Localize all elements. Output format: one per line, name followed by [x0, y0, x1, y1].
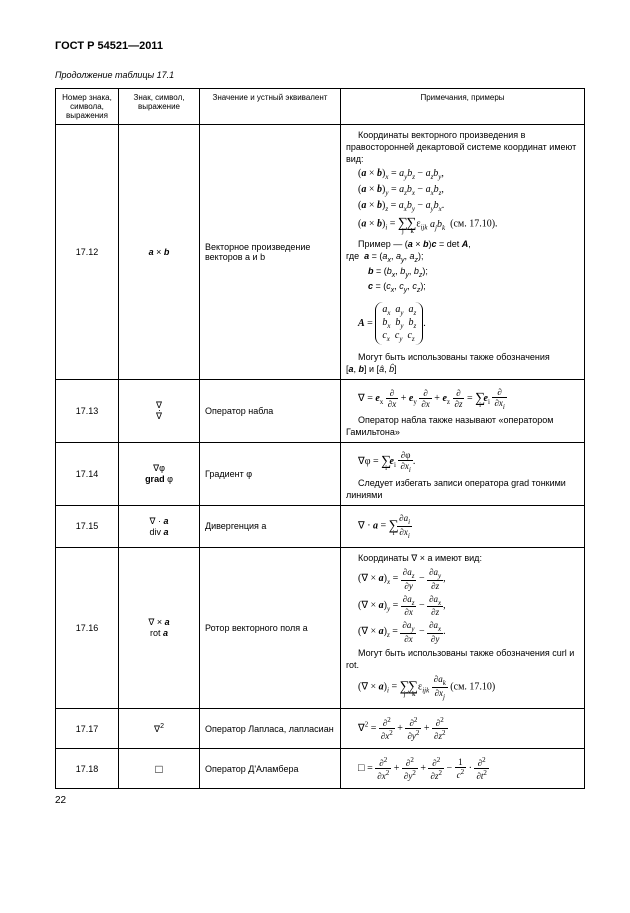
row-num: 17.17 — [56, 709, 119, 749]
page: ГОСТ Р 54521—2011 Продолжение таблицы 17… — [0, 0, 630, 826]
table-row: 17.12 a × b Векторное произведение векто… — [56, 125, 585, 380]
table-row: 17.13 ∇∇· Оператор набла ∇ = ex ∂∂x + ey… — [56, 379, 585, 442]
row-note: ∇φ = ∑i ei ∂φ∂xi. Следует избегать запис… — [341, 442, 585, 505]
page-number: 22 — [55, 795, 585, 806]
main-table: Номер знака, символа, выражения Знак, си… — [55, 88, 585, 789]
row-note: □ = ∂2∂x2 + ∂2∂y2 + ∂2∂z2 − 1c2 · ∂2∂t2 — [341, 749, 585, 789]
row-sym: ∇2 — [119, 709, 200, 749]
row-meaning: Векторное произведение векторов a и b — [200, 125, 341, 380]
header-col2: Знак, символ, выражение — [119, 89, 200, 125]
row-num: 17.12 — [56, 125, 119, 380]
row-meaning: Оператор Лапласа, лапласиан — [200, 709, 341, 749]
row-meaning: Ротор векторного поля a — [200, 547, 341, 708]
row-note: Координаты ∇ × a имеют вид: (∇ × a)x = ∂… — [341, 547, 585, 708]
header-row: Номер знака, символа, выражения Знак, си… — [56, 89, 585, 125]
table-row: 17.17 ∇2 Оператор Лапласа, лапласиан ∇2 … — [56, 709, 585, 749]
row-meaning: Градиент φ — [200, 442, 341, 505]
table-row: 17.16 ∇ × arot a Ротор векторного поля a… — [56, 547, 585, 708]
standard-code: ГОСТ Р 54521—2011 — [55, 40, 585, 52]
row-num: 17.18 — [56, 749, 119, 789]
row-sym: ∇ × arot a — [119, 547, 200, 708]
row-num: 17.15 — [56, 506, 119, 548]
row-sym: ∇φgrad φ — [119, 442, 200, 505]
row-meaning: Оператор набла — [200, 379, 341, 442]
row-sym: ∇∇· — [119, 379, 200, 442]
row-num: 17.13 — [56, 379, 119, 442]
row-note: ∇ = ex ∂∂x + ey ∂∂x + ez ∂∂z = ∑i ei ∂∂x… — [341, 379, 585, 442]
table-row: 17.18 □ Оператор Д'Аламбера □ = ∂2∂x2 + … — [56, 749, 585, 789]
row-sym: □ — [119, 749, 200, 789]
header-col1: Номер знака, символа, выражения — [56, 89, 119, 125]
row-note: Координаты векторного произведения в пра… — [341, 125, 585, 380]
row-num: 17.16 — [56, 547, 119, 708]
row-num: 17.14 — [56, 442, 119, 505]
table-row: 17.14 ∇φgrad φ Градиент φ ∇φ = ∑i ei ∂φ∂… — [56, 442, 585, 505]
header-col3: Значение и устный эквивалент — [200, 89, 341, 125]
table-row: 17.15 ∇ · adiv a Дивергенция a ∇ · a = ∑… — [56, 506, 585, 548]
row-sym: a × b — [119, 125, 200, 380]
row-meaning: Оператор Д'Аламбера — [200, 749, 341, 789]
table-caption: Продолжение таблицы 17.1 — [55, 70, 585, 80]
header-col4: Примечания, примеры — [341, 89, 585, 125]
row-note: ∇ · a = ∑i ∂ai∂xi — [341, 506, 585, 548]
row-note: ∇2 = ∂2∂x2 + ∂2∂y2 + ∂2∂z2 — [341, 709, 585, 749]
row-sym: ∇ · adiv a — [119, 506, 200, 548]
row-meaning: Дивергенция a — [200, 506, 341, 548]
